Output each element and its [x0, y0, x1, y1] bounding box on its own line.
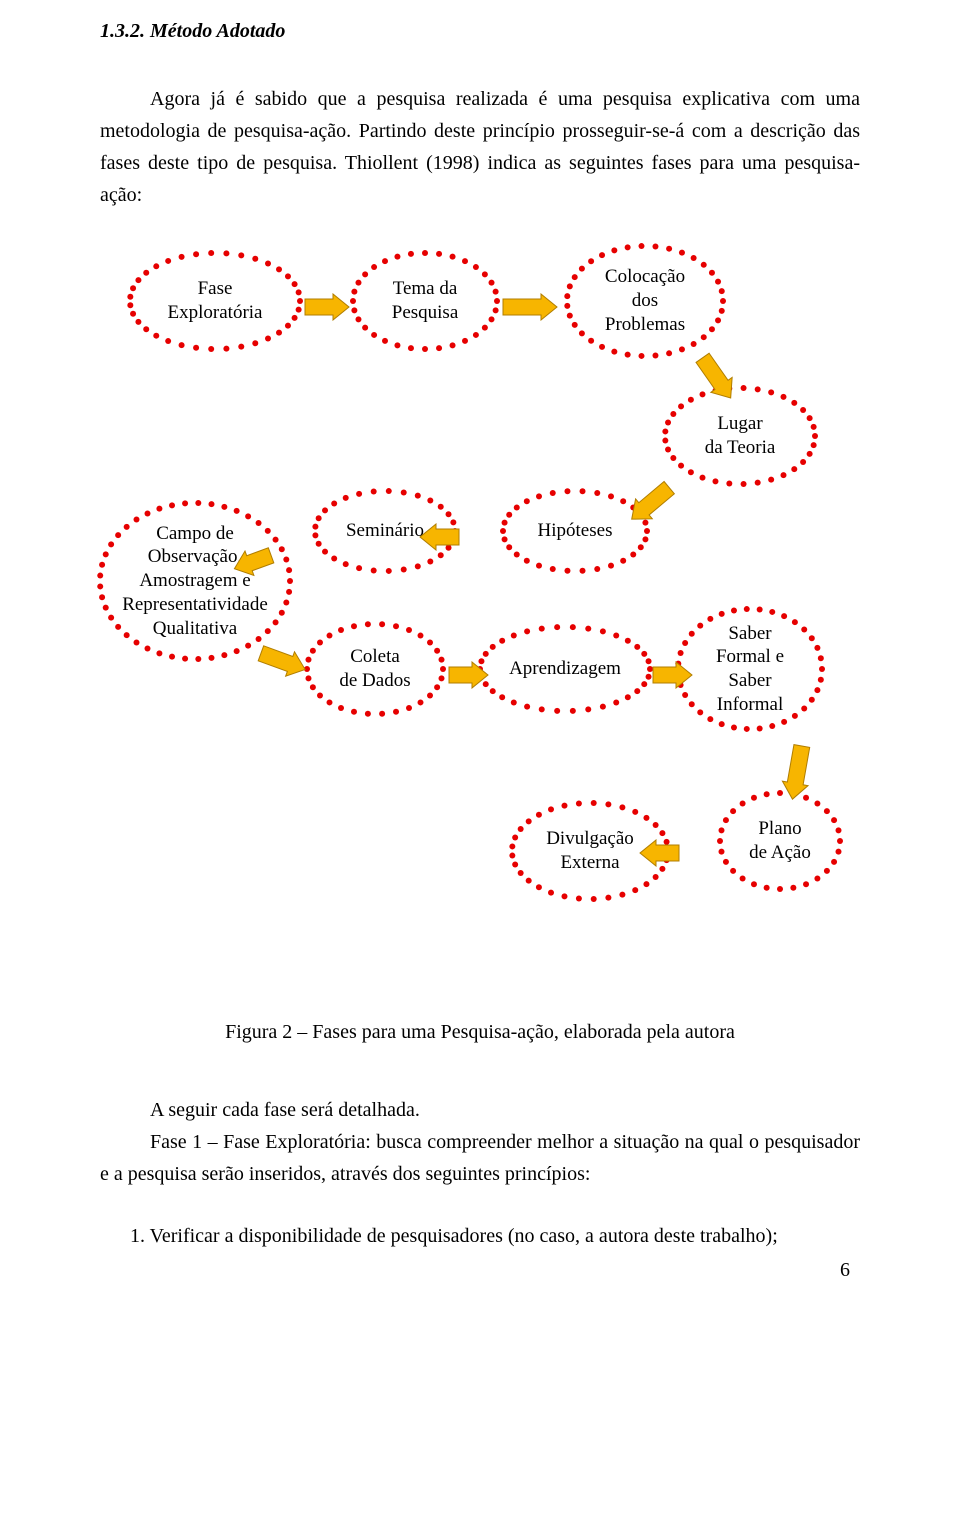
flow-node-seminario: Seminário [315, 491, 455, 571]
flow-node-saber: Saber Formal e Saber Informal [678, 609, 822, 729]
flow-diagram: Fase Exploratória Tema da Pesquisa Colocaç… [100, 241, 860, 991]
flow-node-label: Aprendizagem [509, 657, 621, 681]
flow-node-label: Seminário [346, 519, 424, 543]
list-item-1: 1. Verificar a disponibilidade de pesqui… [100, 1220, 860, 1252]
flow-node-colocacao: Colocação dos Problemas [567, 246, 723, 356]
flow-node-coleta-dados: Coleta de Dados [307, 624, 443, 714]
flow-node-hipoteses: Hipóteses [503, 491, 647, 571]
flow-node-label: Coleta de Dados [339, 645, 410, 693]
flow-node-fase-exploratoria: Fase Exploratória [130, 253, 300, 349]
flow-node-label: Tema da Pesquisa [392, 277, 459, 325]
flow-node-divulgacao: Divulgação Externa [512, 803, 668, 899]
flow-node-plano-acao: Plano de Ação [720, 793, 840, 889]
flow-arrow-a1 [304, 293, 351, 321]
flow-node-label: Campo de Observação, Amostragem e Repres… [122, 522, 268, 641]
flow-node-campo-obs: Campo de Observação, Amostragem e Repres… [100, 503, 290, 659]
flow-node-label: Plano de Ação [749, 817, 811, 865]
flow-node-label: Hipóteses [538, 519, 613, 543]
paragraph-2a: A seguir cada fase será detalhada. [100, 1094, 860, 1126]
flow-node-label: Fase Exploratória [168, 277, 263, 325]
section-heading: 1.3.2. Método Adotado [100, 20, 860, 43]
flow-node-label: Divulgação Externa [546, 827, 634, 875]
flow-node-label: Lugar da Teoria [705, 412, 776, 460]
flow-node-tema-pesquisa: Tema da Pesquisa [353, 253, 497, 349]
page-number: 6 [840, 1259, 850, 1282]
figure-caption: Figura 2 – Fases para uma Pesquisa-ação,… [100, 1021, 860, 1044]
intro-paragraph: Agora já é sabido que a pesquisa realiza… [100, 83, 860, 211]
paragraph-2b: Fase 1 – Fase Exploratória: busca compre… [100, 1126, 860, 1190]
follow-paragraphs: A seguir cada fase será detalhada. Fase … [100, 1094, 860, 1190]
flow-node-aprendizagem: Aprendizagem [480, 627, 650, 711]
flow-node-lugar-teoria: Lugar da Teoria [665, 388, 815, 484]
flow-node-label: Colocação dos Problemas [605, 265, 685, 336]
paragraph-1: Agora já é sabido que a pesquisa realiza… [100, 83, 860, 211]
flow-node-label: Saber Formal e Saber Informal [716, 622, 784, 717]
flow-arrow-a2 [502, 293, 559, 321]
